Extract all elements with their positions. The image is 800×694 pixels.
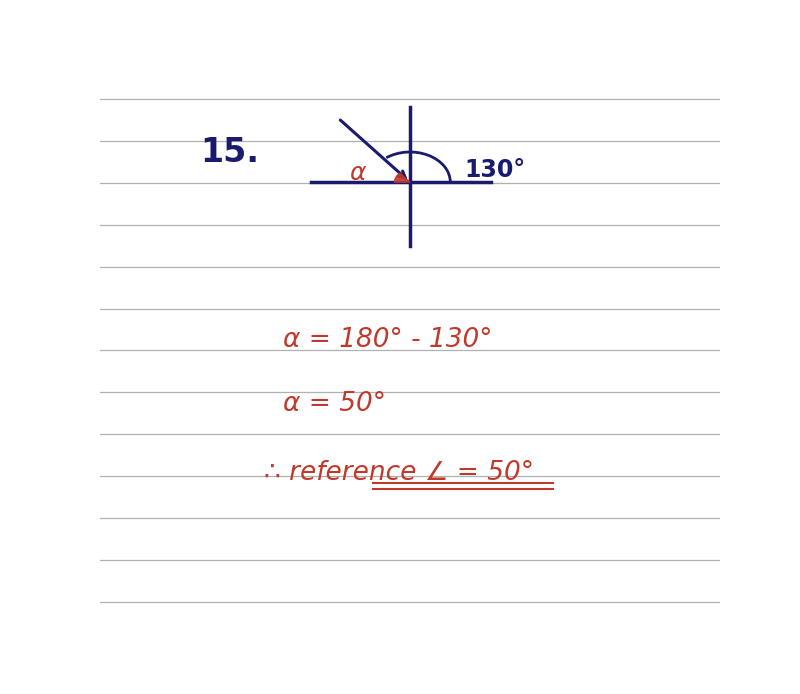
Text: α = 180° - 130°: α = 180° - 130° xyxy=(283,327,492,353)
Polygon shape xyxy=(394,174,410,182)
Text: 130°: 130° xyxy=(465,158,526,182)
Text: 15.: 15. xyxy=(201,136,260,169)
Text: ∴ reference ∠ = 50°: ∴ reference ∠ = 50° xyxy=(264,460,534,486)
Text: α = 50°: α = 50° xyxy=(283,391,386,417)
Text: α: α xyxy=(349,160,366,185)
